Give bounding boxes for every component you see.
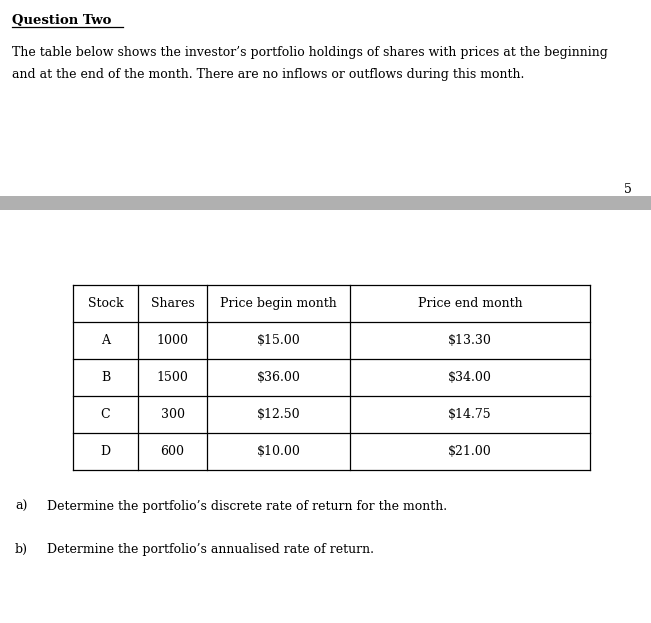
Text: Shares: Shares xyxy=(151,297,195,310)
Text: $21.00: $21.00 xyxy=(448,445,492,458)
Text: $10.00: $10.00 xyxy=(256,445,301,458)
Text: Determine the portfolio’s discrete rate of return for the month.: Determine the portfolio’s discrete rate … xyxy=(47,500,447,513)
Text: 300: 300 xyxy=(161,408,185,421)
Text: Price begin month: Price begin month xyxy=(220,297,337,310)
Text: 1500: 1500 xyxy=(157,371,189,384)
Text: $36.00: $36.00 xyxy=(256,371,301,384)
Text: Price end month: Price end month xyxy=(418,297,522,310)
Text: $13.30: $13.30 xyxy=(448,334,492,347)
Text: B: B xyxy=(101,371,110,384)
Text: C: C xyxy=(101,408,110,421)
Text: D: D xyxy=(100,445,111,458)
Text: $14.75: $14.75 xyxy=(449,408,492,421)
Text: Determine the portfolio’s annualised rate of return.: Determine the portfolio’s annualised rat… xyxy=(47,543,374,556)
Text: A: A xyxy=(101,334,110,347)
Text: a): a) xyxy=(15,500,27,513)
Text: 1000: 1000 xyxy=(157,334,189,347)
Text: 5: 5 xyxy=(624,183,632,196)
Text: b): b) xyxy=(15,543,28,556)
Text: $15.00: $15.00 xyxy=(256,334,301,347)
Text: Question Two: Question Two xyxy=(12,14,111,27)
Text: $34.00: $34.00 xyxy=(448,371,492,384)
Text: The table below shows the investor’s portfolio holdings of shares with prices at: The table below shows the investor’s por… xyxy=(12,46,608,59)
Text: and at the end of the month. There are no inflows or outflows during this month.: and at the end of the month. There are n… xyxy=(12,68,524,81)
Text: 600: 600 xyxy=(161,445,185,458)
Text: $12.50: $12.50 xyxy=(257,408,301,421)
Text: Stock: Stock xyxy=(88,297,123,310)
